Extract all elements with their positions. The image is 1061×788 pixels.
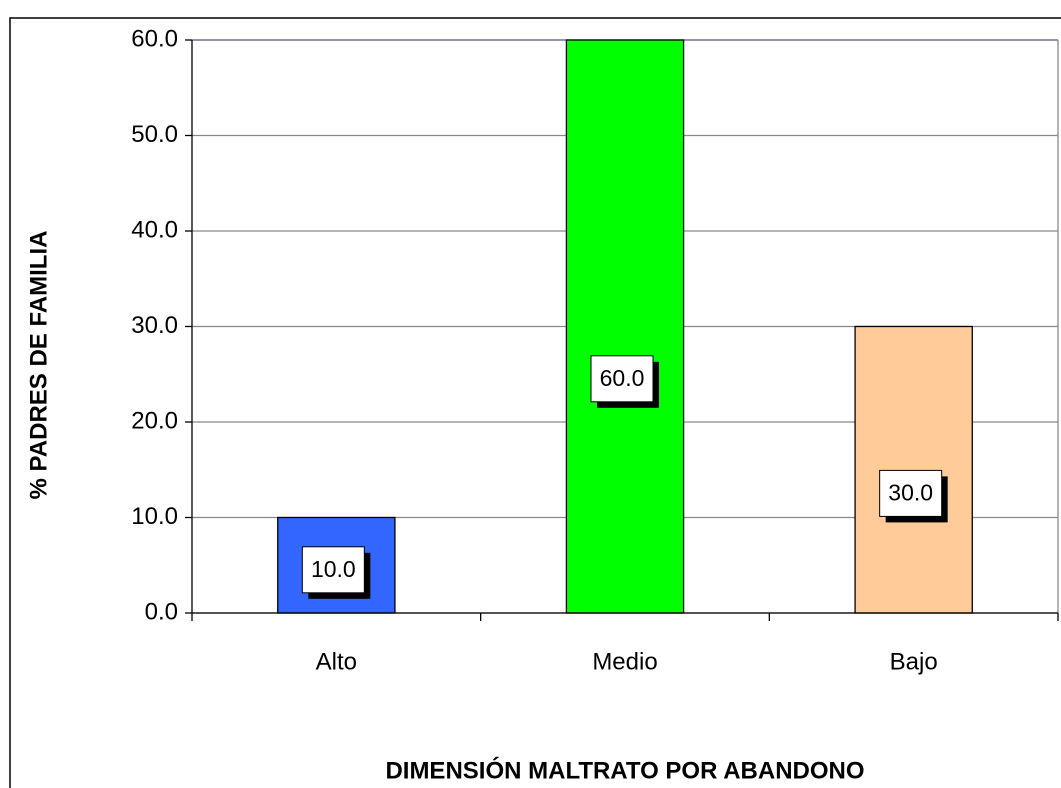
- value-label: 30.0: [888, 479, 933, 505]
- value-label-box: [301, 546, 365, 594]
- x-axis-title: DIMENSIÓN MALTRATO POR ABANDONO: [385, 756, 864, 784]
- y-tick-label: 30.0: [131, 312, 178, 339]
- x-tick-label: Medio: [592, 648, 657, 675]
- bar: [854, 325, 973, 614]
- y-tick-label: 0.0: [145, 598, 178, 625]
- value-label-box: [590, 355, 654, 403]
- bar: [565, 39, 685, 614]
- value-label: 10.0: [311, 556, 356, 582]
- y-axis-title: % PADRES DE FAMILIA: [25, 231, 52, 500]
- x-tick-label: Bajo: [890, 648, 938, 675]
- y-tick-label: 10.0: [131, 503, 178, 530]
- value-label: 60.0: [600, 365, 645, 391]
- value-label-box: [879, 469, 943, 517]
- y-tick-label: 40.0: [131, 216, 178, 243]
- y-tick-label: 60.0: [131, 25, 178, 52]
- x-tick-label: Alto: [316, 648, 357, 675]
- y-tick-label: 20.0: [131, 407, 178, 434]
- y-tick-label: 50.0: [131, 121, 178, 148]
